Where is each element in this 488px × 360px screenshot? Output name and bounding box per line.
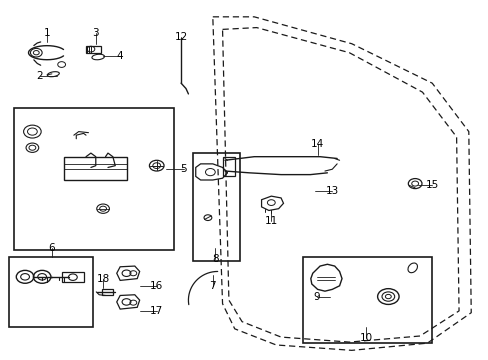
Text: 14: 14	[310, 139, 324, 149]
Bar	[196, 164, 233, 196]
Bar	[61, 272, 83, 282]
Text: 17: 17	[150, 306, 163, 316]
Bar	[193, 153, 239, 261]
Bar	[9, 257, 93, 327]
Text: 6: 6	[48, 243, 55, 253]
Text: 3: 3	[92, 28, 99, 38]
Bar	[222, 157, 234, 176]
Text: 13: 13	[325, 186, 338, 196]
Text: 11: 11	[264, 216, 277, 226]
Bar	[64, 157, 127, 180]
Text: 16: 16	[150, 281, 163, 291]
Text: 9: 9	[313, 292, 319, 302]
Text: 7: 7	[209, 281, 216, 291]
Bar	[14, 108, 173, 250]
Text: 15: 15	[425, 180, 438, 190]
Text: 8: 8	[211, 254, 218, 264]
Text: 10: 10	[359, 333, 372, 343]
Text: 2: 2	[36, 71, 43, 81]
Bar	[102, 289, 113, 296]
Text: 18: 18	[96, 274, 109, 284]
Text: 12: 12	[174, 32, 187, 41]
Bar	[86, 45, 101, 53]
Text: 5: 5	[180, 164, 186, 174]
Text: 1: 1	[43, 28, 50, 38]
Text: 4: 4	[117, 51, 123, 61]
Bar	[303, 257, 431, 343]
